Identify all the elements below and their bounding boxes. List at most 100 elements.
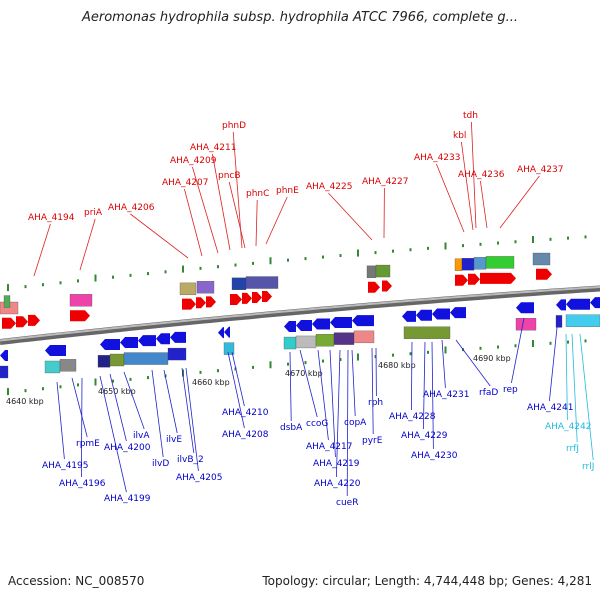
reverse-gene-block[interactable]: [515, 318, 537, 331]
forward-gene-arrow[interactable]: [196, 297, 206, 309]
forward-gene-label[interactable]: AHA_4211: [190, 143, 237, 153]
reverse-gene-arrow[interactable]: [312, 318, 330, 330]
reverse-gene-label[interactable]: rep: [503, 385, 518, 395]
reverse-gene-label[interactable]: AHA_4210: [222, 408, 269, 418]
forward-gene-label[interactable]: phnC: [246, 189, 269, 199]
reverse-gene-label[interactable]: ilvD: [152, 459, 169, 469]
forward-gene-label[interactable]: phnE: [276, 186, 299, 196]
rna-gene-label[interactable]: AHA_4242: [545, 422, 592, 432]
reverse-gene-label[interactable]: cueR: [336, 498, 358, 508]
reverse-gene-block[interactable]: [44, 360, 61, 374]
forward-gene-arrow[interactable]: [16, 316, 28, 328]
reverse-gene-label[interactable]: dsbA: [280, 423, 303, 433]
forward-gene-arrow[interactable]: [206, 296, 216, 308]
forward-gene-label[interactable]: AHA_4207: [162, 178, 209, 188]
reverse-gene-arrow[interactable]: [556, 299, 566, 311]
forward-gene-block[interactable]: [366, 265, 377, 278]
reverse-gene-label[interactable]: AHA_4228: [389, 412, 436, 422]
reverse-gene-arrow[interactable]: [296, 319, 312, 331]
reverse-gene-arrow[interactable]: [120, 336, 138, 348]
forward-gene-label[interactable]: AHA_4206: [108, 203, 155, 213]
reverse-gene-label[interactable]: AHA_4200: [104, 443, 151, 453]
reverse-gene-arrow[interactable]: [416, 309, 432, 321]
forward-gene-label[interactable]: AHA_4227: [362, 177, 409, 187]
forward-gene-label[interactable]: pncB: [218, 171, 241, 181]
forward-gene-label[interactable]: AHA_4237: [517, 165, 564, 175]
reverse-gene-label[interactable]: AHA_4208: [222, 430, 269, 440]
forward-gene-arrow[interactable]: [70, 310, 90, 322]
forward-gene-label[interactable]: AHA_4233: [414, 153, 461, 163]
forward-gene-arrow[interactable]: [230, 294, 242, 306]
forward-gene-arrow[interactable]: [468, 273, 480, 285]
forward-gene-block[interactable]: [196, 281, 215, 294]
rna-gene-label[interactable]: rrfJ: [566, 444, 579, 454]
reverse-gene-arrow[interactable]: [45, 344, 66, 356]
reverse-gene-arrow[interactable]: [590, 297, 600, 309]
reverse-gene-label[interactable]: AHA_4241: [527, 403, 574, 413]
reverse-gene-arrow[interactable]: [352, 315, 374, 327]
reverse-gene-block[interactable]: [59, 359, 77, 372]
reverse-gene-arrow[interactable]: [218, 327, 224, 339]
forward-gene-arrow[interactable]: [262, 291, 272, 303]
forward-gene-arrow[interactable]: [382, 280, 392, 292]
reverse-gene-arrow[interactable]: [450, 307, 466, 319]
reverse-gene-label[interactable]: AHA_4196: [59, 479, 106, 489]
reverse-gene-label[interactable]: AHA_4220: [314, 479, 361, 489]
reverse-gene-label[interactable]: rph: [368, 398, 383, 408]
reverse-gene-block[interactable]: [0, 365, 9, 379]
reverse-gene-block[interactable]: [109, 353, 125, 367]
reverse-gene-label[interactable]: AHA_4205: [176, 473, 223, 483]
forward-gene-arrow[interactable]: [536, 268, 552, 280]
forward-gene-block[interactable]: [3, 295, 11, 308]
forward-gene-label[interactable]: kbl: [453, 131, 466, 141]
reverse-gene-arrow[interactable]: [566, 298, 590, 310]
reverse-gene-block[interactable]: [295, 335, 317, 349]
forward-gene-block[interactable]: [179, 282, 197, 296]
forward-gene-label[interactable]: AHA_4194: [28, 213, 75, 223]
forward-gene-block[interactable]: [454, 258, 463, 271]
reverse-gene-label[interactable]: AHA_4230: [411, 451, 458, 461]
reverse-gene-arrow[interactable]: [284, 321, 296, 333]
forward-gene-block[interactable]: [69, 294, 93, 307]
reverse-gene-arrow[interactable]: [516, 302, 534, 314]
forward-gene-block[interactable]: [473, 257, 487, 270]
forward-gene-arrow[interactable]: [2, 317, 16, 329]
forward-gene-label[interactable]: AHA_4236: [458, 170, 505, 180]
reverse-gene-label[interactable]: copA: [344, 418, 367, 428]
forward-gene-label[interactable]: phnD: [222, 121, 246, 131]
reverse-gene-arrow[interactable]: [170, 331, 186, 343]
reverse-gene-block[interactable]: [565, 314, 600, 327]
reverse-gene-arrow[interactable]: [0, 350, 8, 361]
reverse-gene-label[interactable]: AHA_4217: [306, 442, 353, 452]
reverse-gene-arrow[interactable]: [224, 326, 230, 338]
forward-gene-arrow[interactable]: [182, 298, 196, 310]
forward-gene-block[interactable]: [231, 277, 247, 290]
forward-gene-arrow[interactable]: [242, 292, 252, 304]
reverse-gene-label[interactable]: pyrE: [362, 436, 383, 446]
reverse-gene-label[interactable]: rfaD: [479, 388, 498, 398]
reverse-gene-label[interactable]: ilvB_2: [177, 455, 204, 465]
forward-gene-label[interactable]: priA: [84, 208, 103, 218]
forward-gene-arrow[interactable]: [455, 274, 468, 286]
reverse-gene-block[interactable]: [223, 342, 235, 355]
reverse-gene-label[interactable]: ilvA: [133, 431, 150, 441]
reverse-gene-block[interactable]: [333, 332, 355, 345]
reverse-gene-label[interactable]: AHA_4199: [104, 494, 151, 504]
reverse-gene-block[interactable]: [555, 315, 563, 328]
reverse-gene-label[interactable]: rpmE: [76, 439, 100, 449]
reverse-gene-arrow[interactable]: [402, 310, 416, 322]
forward-gene-arrow[interactable]: [28, 314, 40, 326]
forward-gene-arrow[interactable]: [368, 281, 380, 293]
forward-gene-label[interactable]: AHA_4209: [170, 156, 217, 166]
reverse-gene-arrow[interactable]: [156, 333, 170, 345]
reverse-gene-label[interactable]: AHA_4195: [42, 461, 89, 471]
reverse-gene-block[interactable]: [167, 347, 187, 361]
forward-gene-block[interactable]: [461, 258, 475, 271]
reverse-gene-arrow[interactable]: [100, 339, 120, 351]
reverse-gene-arrow[interactable]: [138, 335, 156, 347]
forward-gene-arrow[interactable]: [252, 291, 262, 303]
reverse-gene-arrow[interactable]: [432, 308, 450, 320]
reverse-gene-block[interactable]: [403, 326, 451, 339]
reverse-gene-label[interactable]: ccoG: [306, 419, 328, 429]
